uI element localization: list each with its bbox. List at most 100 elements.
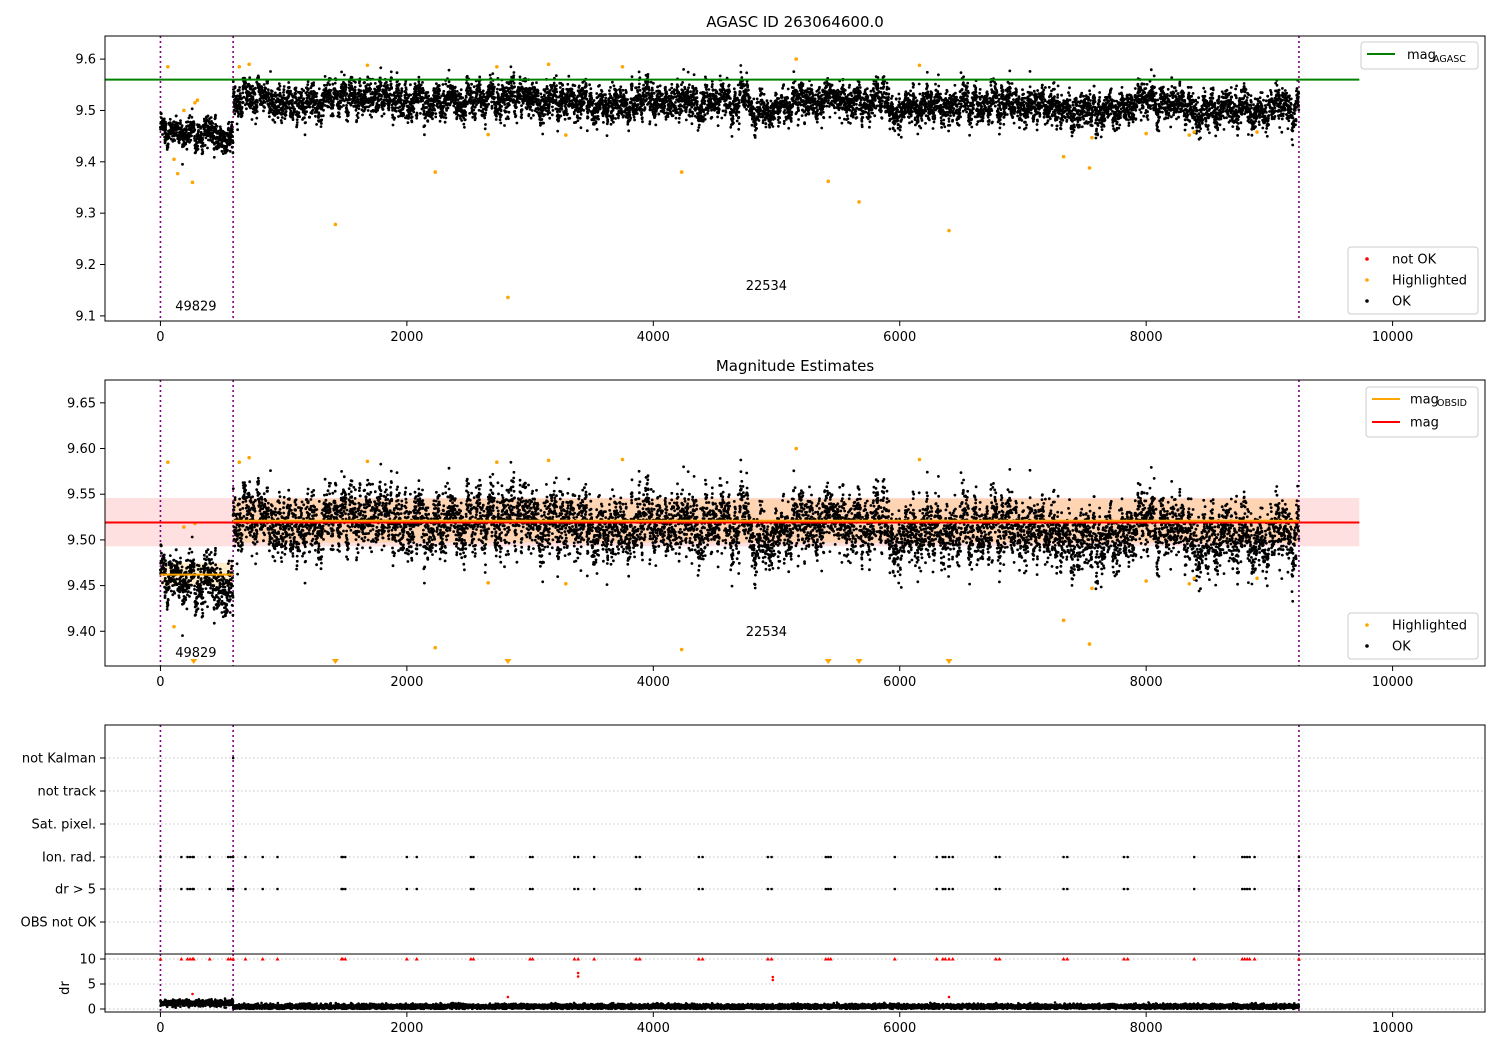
ok-point xyxy=(474,112,477,115)
ok-point xyxy=(582,109,585,112)
ok-point xyxy=(251,118,254,121)
ok-point xyxy=(433,104,436,107)
ok-point xyxy=(239,94,242,97)
ok-point xyxy=(483,93,486,96)
ok-point xyxy=(513,85,516,88)
ok-point xyxy=(585,90,588,93)
ok-point xyxy=(370,116,373,119)
ok-point xyxy=(651,95,654,98)
ok-point xyxy=(296,118,299,121)
ok-point xyxy=(225,145,228,148)
ok-point xyxy=(323,84,326,87)
ok-point xyxy=(712,89,715,92)
ok-point xyxy=(500,105,503,108)
ok-point xyxy=(354,86,357,89)
ok-point xyxy=(274,121,277,124)
ok-point xyxy=(348,98,351,101)
ok-point xyxy=(637,103,640,106)
ok-point xyxy=(546,85,549,88)
ok-point xyxy=(279,85,282,88)
ok-point xyxy=(696,90,699,93)
ok-point xyxy=(696,96,699,99)
ok-point xyxy=(256,110,259,113)
ok-point xyxy=(181,124,184,127)
ok-point xyxy=(625,91,628,94)
ok-point xyxy=(357,112,360,115)
ok-point xyxy=(580,113,583,116)
ok-point xyxy=(414,82,417,85)
ok-point xyxy=(555,90,558,93)
ok-point xyxy=(268,115,271,118)
ok-point xyxy=(638,86,641,89)
ok-point xyxy=(724,114,727,117)
ok-point xyxy=(173,139,176,142)
ok-point xyxy=(433,109,436,112)
ok-point xyxy=(369,88,372,91)
ok-point xyxy=(258,83,261,86)
ok-point xyxy=(401,90,404,93)
ok-point xyxy=(328,83,331,86)
ok-point xyxy=(282,94,285,97)
ok-point xyxy=(320,122,323,125)
ok-point xyxy=(585,84,588,87)
ok-point xyxy=(738,105,741,108)
ok-point xyxy=(233,113,236,116)
ok-point xyxy=(493,86,496,89)
ok-point xyxy=(689,108,692,111)
ok-point xyxy=(382,108,385,111)
ok-point xyxy=(272,98,275,101)
ok-point xyxy=(672,114,675,117)
ok-point xyxy=(688,83,691,86)
ok-point xyxy=(761,88,764,91)
ok-point xyxy=(573,94,576,97)
ok-point xyxy=(732,115,735,118)
ok-point xyxy=(578,85,581,88)
ok-point xyxy=(332,114,335,117)
ok-point xyxy=(537,98,540,101)
ok-point xyxy=(460,119,463,122)
ok-point xyxy=(705,88,708,91)
ok-point xyxy=(380,81,383,84)
ok-point xyxy=(510,65,513,68)
ok-point xyxy=(543,94,546,97)
ok-point xyxy=(628,111,631,114)
ok-point xyxy=(398,89,401,92)
ok-point xyxy=(461,96,464,99)
ok-point xyxy=(346,92,349,95)
ok-point xyxy=(463,126,466,129)
ok-point xyxy=(188,117,191,120)
ok-point xyxy=(518,101,521,104)
ok-point xyxy=(418,76,421,79)
ok-point xyxy=(766,99,769,102)
ok-point xyxy=(528,113,531,116)
ok-point xyxy=(427,95,430,98)
ok-point xyxy=(703,102,706,105)
ok-point xyxy=(231,121,234,124)
ok-point xyxy=(444,121,447,124)
ok-point xyxy=(495,105,498,108)
ok-point xyxy=(311,112,314,115)
ok-point xyxy=(551,114,554,117)
ok-point xyxy=(593,99,596,102)
ok-point xyxy=(579,117,582,120)
ok-point xyxy=(236,123,239,126)
ok-point xyxy=(631,85,634,88)
ok-point xyxy=(410,113,413,116)
ok-point xyxy=(167,146,170,149)
ok-point xyxy=(604,93,607,96)
ok-point xyxy=(193,135,196,138)
ok-point xyxy=(631,75,634,78)
ok-point xyxy=(774,117,777,120)
ok-point xyxy=(322,109,325,112)
ok-point xyxy=(277,116,280,119)
ok-point xyxy=(619,85,622,88)
ok-point xyxy=(438,84,441,87)
ok-point xyxy=(330,89,333,92)
ok-point xyxy=(393,117,396,120)
ok-point xyxy=(331,107,334,110)
ok-point xyxy=(677,85,680,88)
ok-point xyxy=(750,102,753,105)
ok-point xyxy=(516,122,519,125)
ok-point xyxy=(602,121,605,124)
